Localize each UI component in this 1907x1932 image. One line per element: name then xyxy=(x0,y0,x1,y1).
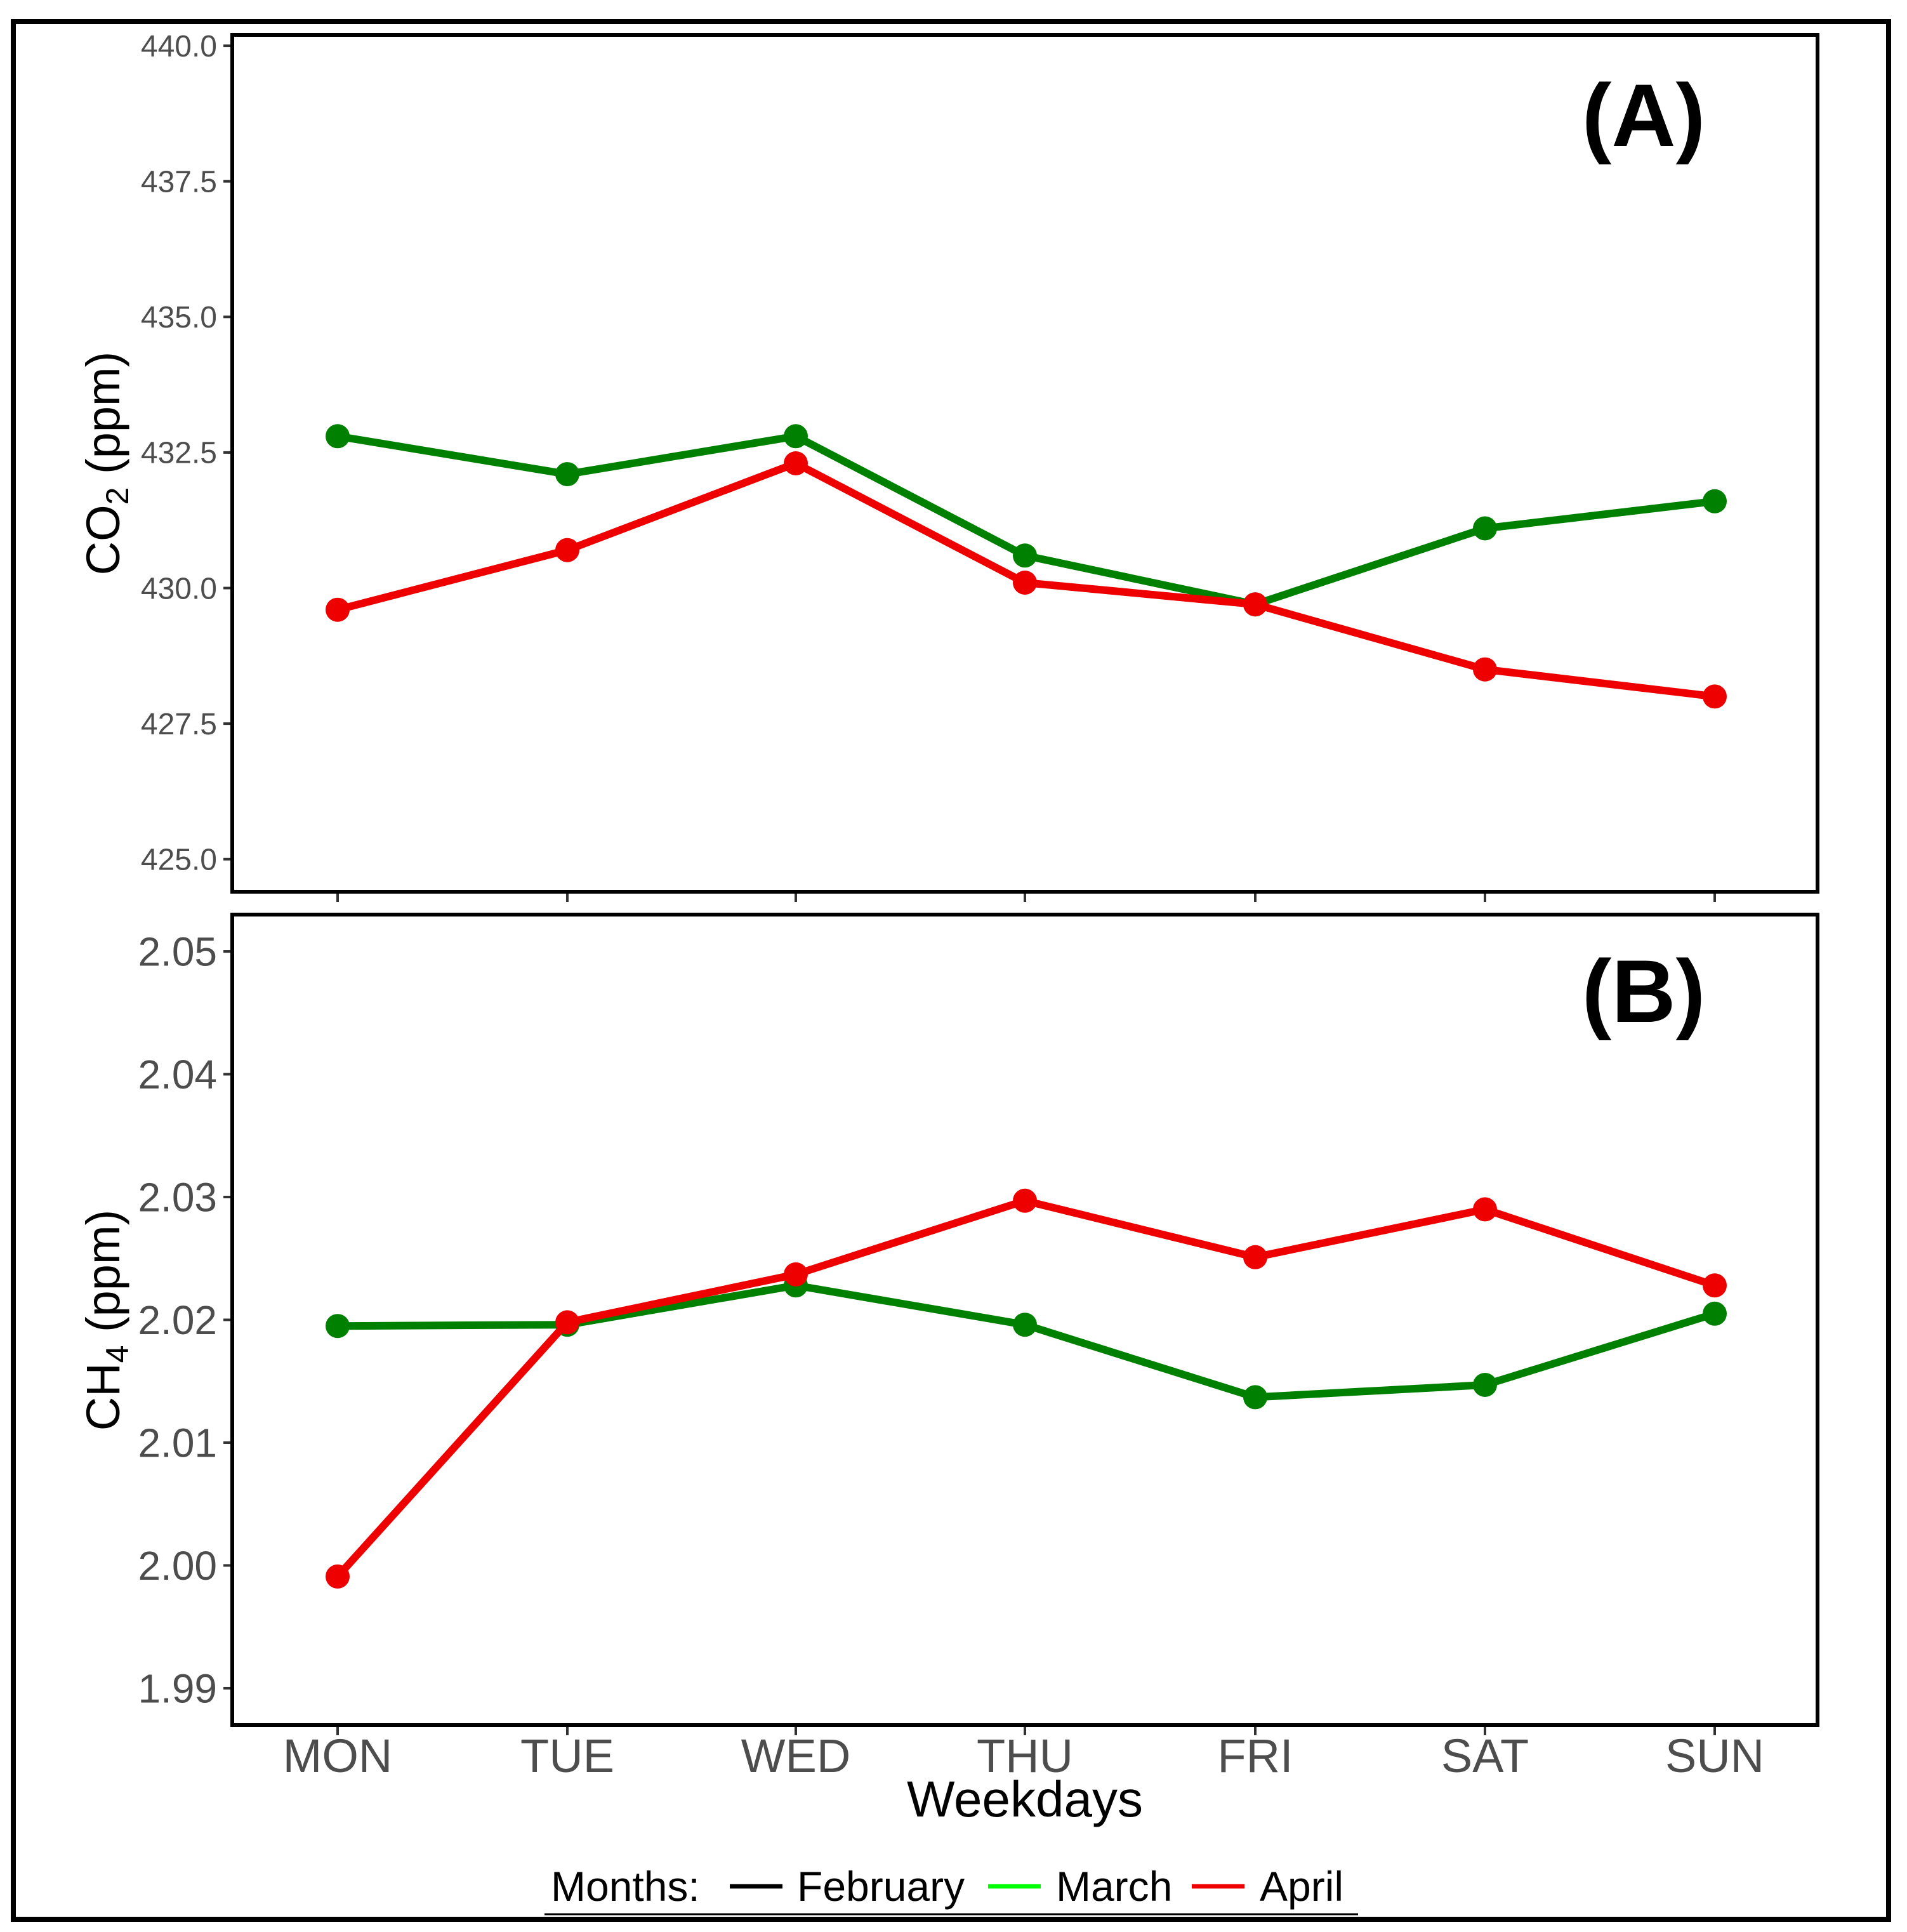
panel-a-y-tick-label: 432.5 xyxy=(141,437,217,470)
panel-a-april-point-tue xyxy=(555,538,579,562)
panel-a-border xyxy=(230,33,1819,894)
legend: Months: February March April xyxy=(544,1863,1358,1915)
panel-a-axis-ticks: 425.0 427.5 430.0 432.5 435.0 437.5 440.0 xyxy=(141,30,1716,902)
panel-b-label: (B) xyxy=(1582,941,1705,1041)
legend-label-april: April xyxy=(1260,1863,1343,1910)
panel-b-axis-ticks: 1.99 2.00 2.01 2.02 2.03 2.04 2.05 xyxy=(138,929,1716,1735)
legend-label-february: February xyxy=(797,1863,965,1910)
panel-b-y-axis-title: CH4 (ppm) xyxy=(77,1210,135,1431)
x-tick-label-thu: THU xyxy=(977,1730,1073,1782)
panel-a-series xyxy=(326,424,1727,709)
panel-b-y-tick-label: 2.01 xyxy=(138,1420,217,1466)
x-tick-label-mon: MON xyxy=(283,1730,393,1782)
legend-label-march: March xyxy=(1056,1863,1172,1910)
panel-a-march-point-wed xyxy=(784,424,808,449)
panel-b-april-point-sun xyxy=(1703,1273,1727,1298)
x-tick-label-tue: TUE xyxy=(520,1730,614,1782)
panel-b-y-tick-label: 2.04 xyxy=(138,1052,217,1097)
panel-a-april-point-wed xyxy=(784,451,808,475)
panel-b-april-point-sat xyxy=(1473,1197,1497,1222)
panel-a-april-point-sat xyxy=(1473,657,1497,682)
panel-a-y-tick-label: 430.0 xyxy=(141,572,217,605)
panel-b-april-point-wed xyxy=(784,1262,808,1287)
panel-b-y-tick-label: 2.00 xyxy=(138,1543,217,1589)
panel-a-april-point-sun xyxy=(1703,684,1727,709)
x-axis-tick-labels: MON TUE WED THU FRI SAT SUN xyxy=(283,1730,1764,1782)
panel-b-series xyxy=(326,1188,1727,1589)
x-tick-label-wed: WED xyxy=(741,1730,851,1782)
x-tick-label-sun: SUN xyxy=(1665,1730,1764,1782)
panel-b-april-point-thu xyxy=(1013,1188,1037,1213)
panel-a-y-tick-label: 427.5 xyxy=(141,708,217,741)
x-tick-label-sat: SAT xyxy=(1441,1730,1529,1782)
panel-a-y-tick-label: 435.0 xyxy=(141,301,217,334)
panel-b-april-point-fri xyxy=(1243,1245,1267,1269)
panel-b-ch4: 1.99 2.00 2.01 2.02 2.03 2.04 2.05 (B) CH4 (pp… xyxy=(77,913,1819,1735)
panel-a-march-point-sun xyxy=(1703,489,1727,513)
panel-b-march-point-fri xyxy=(1243,1385,1267,1410)
panel-a-y-tick-label: 440.0 xyxy=(141,30,217,63)
panel-b-march-point-sat xyxy=(1473,1373,1497,1397)
panel-a-march-point-mon xyxy=(326,424,350,449)
panel-b-y-tick-label: 2.02 xyxy=(138,1297,217,1343)
panel-a-april-point-mon xyxy=(326,597,350,622)
panel-a-april-point-fri xyxy=(1243,592,1267,617)
panel-b-y-tick-label: 1.99 xyxy=(138,1665,217,1711)
x-axis-title: Weekdays xyxy=(907,1771,1143,1827)
panel-b-border xyxy=(230,913,1819,1727)
panel-a-april-point-thu xyxy=(1013,571,1037,595)
panel-a-label: (A) xyxy=(1582,65,1705,165)
panel-b-march-point-sun xyxy=(1703,1301,1727,1326)
panel-b-march-point-thu xyxy=(1013,1313,1037,1337)
panel-b-april-point-tue xyxy=(555,1310,579,1335)
outer-frame xyxy=(11,19,1891,1922)
panel-b-april-point-mon xyxy=(326,1564,350,1589)
panel-b-april-line xyxy=(334,1196,1719,1580)
panel-b-y-tick-label: 2.05 xyxy=(138,929,217,974)
panel-a-march-point-tue xyxy=(555,462,579,487)
panel-a-y-tick-label: 425.0 xyxy=(141,844,217,877)
panel-b-march-point-mon xyxy=(326,1314,350,1339)
x-tick-label-fri: FRI xyxy=(1217,1730,1293,1782)
legend-title: Months: xyxy=(551,1863,700,1910)
panel-b-march-line xyxy=(334,1281,1719,1401)
panel-b-y-tick-label: 2.03 xyxy=(138,1174,217,1220)
panel-a-y-tick-label: 437.5 xyxy=(141,165,217,199)
panel-a-march-point-sat xyxy=(1473,516,1497,541)
panel-a-y-axis-title: CO2 (ppm) xyxy=(77,352,135,576)
panel-a-march-point-thu xyxy=(1013,543,1037,568)
